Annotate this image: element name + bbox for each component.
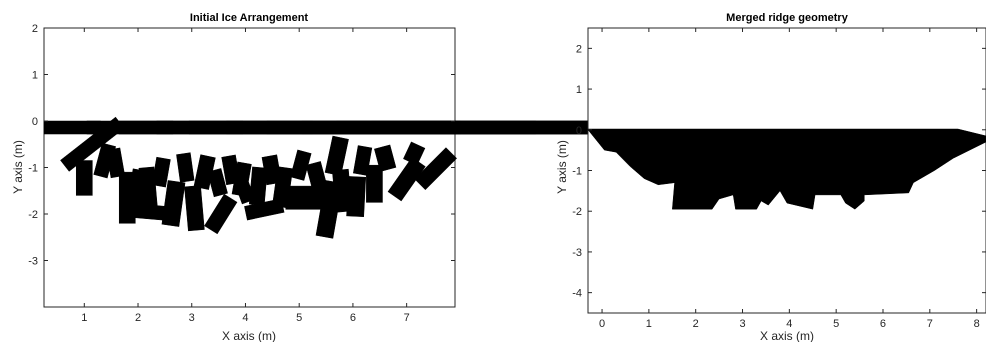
ice-block: [366, 164, 383, 203]
left-x-axis-label: X axis (m): [222, 329, 276, 342]
x-tick-label: 2: [135, 312, 141, 324]
left-plot: 1 2 3 4 5 6 7 -3 -2 -1 0 1 2 Initial Ice Arrangement…: [11, 12, 746, 342]
ice-block: [75, 160, 93, 196]
x-tick-label: 4: [242, 312, 248, 324]
ice-block: [161, 180, 186, 227]
x-tick-label: 5: [833, 318, 839, 330]
x-tick-label: 1: [646, 318, 652, 330]
ice-block: [233, 174, 256, 205]
x-tick-label: 0: [599, 318, 605, 330]
x-tick-label: 1: [81, 312, 87, 324]
right-ridge-shape: [587, 128, 986, 210]
y-tick-label: -2: [28, 209, 38, 221]
ice-block: [207, 168, 228, 198]
y-tick-label: 2: [32, 23, 38, 35]
x-tick-label: 7: [927, 318, 933, 330]
x-tick-label: 3: [189, 312, 195, 324]
left-ice-blocks: [43, 116, 746, 239]
ice-block: [184, 185, 205, 232]
left-tick-labels: 1 2 3 4 5 6 7 -3 -2 -1 0 1 2: [28, 23, 409, 324]
x-tick-label: 6: [880, 318, 886, 330]
x-tick-label: 6: [350, 312, 356, 324]
y-tick-label: -3: [572, 247, 582, 259]
merged-ridge-polygon: [587, 128, 986, 210]
x-tick-label: 2: [693, 318, 699, 330]
ice-block: [305, 161, 330, 198]
right-tick-marks: [588, 28, 986, 313]
x-tick-label: 4: [786, 318, 792, 330]
ice-block: [403, 141, 426, 166]
y-tick-label: 1: [576, 84, 582, 96]
x-tick-label: 5: [296, 312, 302, 324]
ice-block: [414, 147, 457, 190]
x-tick-label: 7: [404, 312, 410, 324]
right-y-axis-label: Y axis (m): [555, 140, 569, 194]
y-tick-label: 0: [32, 116, 38, 128]
x-tick-label: 8: [974, 318, 980, 330]
left-chart-title: Initial Ice Arrangement: [190, 12, 309, 24]
ice-block: [60, 116, 125, 172]
y-tick-label: 0: [576, 125, 582, 137]
ice-block: [204, 193, 238, 235]
left-y-axis-label: Y axis (m): [11, 140, 25, 194]
ice-block: [151, 156, 171, 188]
y-tick-label: -3: [28, 256, 38, 268]
ice-block: [248, 166, 268, 206]
left-tick-marks: [44, 27, 455, 307]
ice-block: [374, 144, 397, 172]
ice-block: [346, 176, 367, 218]
y-tick-label: 2: [576, 43, 582, 55]
x-tick-label: 3: [739, 318, 745, 330]
ice-block: [105, 147, 126, 179]
y-tick-label: -2: [572, 206, 582, 218]
right-x-axis-label: X axis (m): [760, 329, 814, 342]
y-tick-label: 1: [32, 70, 38, 82]
ice-block: [176, 152, 195, 183]
y-tick-label: -1: [572, 166, 582, 178]
right-chart-title: Merged ridge geometry: [726, 12, 849, 24]
right-plot: 0 1 2 3 4 5 6 7 8 -4 -3 -2 -1 0 1 2 Merged ridge geomet…: [555, 12, 986, 342]
y-tick-label: -4: [572, 288, 582, 300]
y-tick-label: -1: [28, 163, 38, 175]
right-tick-labels: 0 1 2 3 4 5 6 7 8 -4 -3 -2 -1 0 1 2: [572, 43, 979, 330]
